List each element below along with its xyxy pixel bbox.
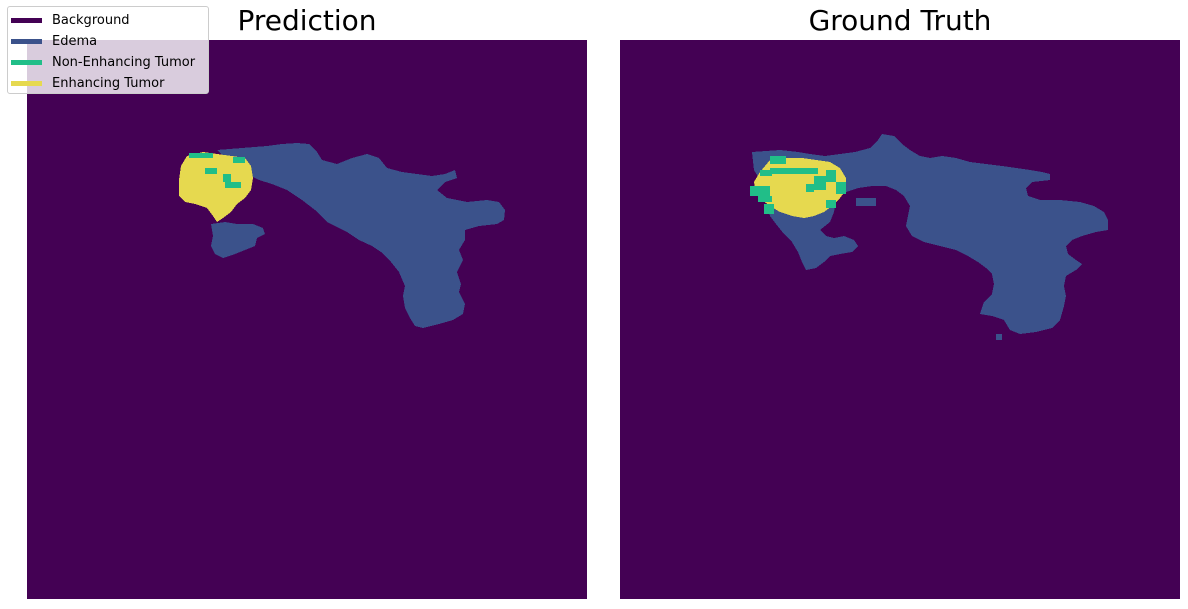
non-enhancing-tumor-region: [770, 168, 818, 174]
non-enhancing-tumor-region: [764, 204, 774, 214]
edema-swatch: [11, 39, 42, 44]
enhancing-swatch: [11, 81, 42, 86]
edema-region: [996, 334, 1002, 340]
legend-label: Non-Enhancing Tumor: [52, 55, 196, 70]
non-enhancing-tumor-region: [806, 184, 814, 192]
background-region: [620, 40, 1180, 599]
ground-truth-title: Ground Truth: [808, 4, 992, 37]
legend: Background Edema Non-Enhancing Tumor Enh…: [7, 6, 209, 94]
legend-item-background: Background: [8, 10, 208, 31]
non-enhancing-tumor-region: [814, 176, 826, 190]
non-enhancing-tumor-region: [205, 168, 217, 174]
edema-region: [856, 198, 876, 206]
legend-label: Enhancing Tumor: [52, 76, 165, 91]
edema-region: [211, 222, 265, 258]
non-enhancing-swatch: [11, 60, 42, 65]
legend-item-non-enhancing-tumor: Non-Enhancing Tumor: [8, 52, 208, 73]
background-swatch: [11, 18, 42, 23]
legend-item-edema: Edema: [8, 31, 208, 52]
non-enhancing-tumor-region: [225, 182, 241, 188]
legend-label: Edema: [52, 34, 98, 49]
legend-item-enhancing-tumor: Enhancing Tumor: [8, 73, 208, 94]
non-enhancing-tumor-region: [826, 170, 836, 182]
non-enhancing-tumor-region: [758, 196, 772, 202]
non-enhancing-tumor-region: [760, 170, 772, 176]
legend-label: Background: [52, 13, 130, 28]
non-enhancing-tumor-region: [826, 200, 836, 208]
non-enhancing-tumor-region: [189, 153, 213, 158]
enhancing-tumor-region: [179, 152, 253, 222]
non-enhancing-tumor-region: [750, 186, 770, 196]
non-enhancing-tumor-region: [223, 174, 231, 182]
prediction-title: Prediction: [237, 4, 377, 37]
non-enhancing-tumor-region: [770, 156, 786, 164]
non-enhancing-tumor-region: [836, 182, 846, 194]
prediction-segmentation-map: [27, 40, 587, 599]
background-region: [27, 40, 587, 599]
ground-truth-segmentation-map: [620, 40, 1180, 599]
non-enhancing-tumor-region: [233, 157, 245, 163]
edema-region: [217, 143, 505, 328]
